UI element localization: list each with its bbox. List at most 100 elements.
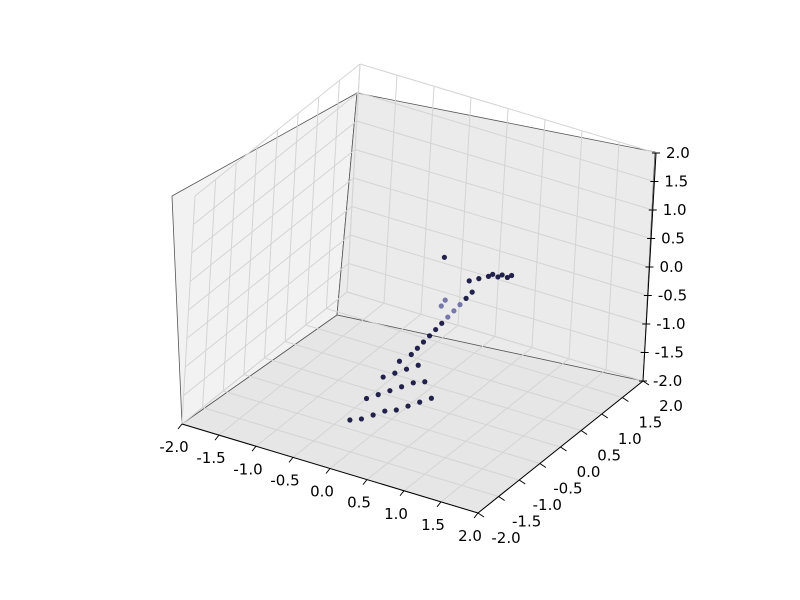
- right-pane-grid-z-0: [346, 291, 644, 382]
- left-pane-grid-z-0: [181, 291, 348, 425]
- x-tick-label-0: -2.0: [159, 438, 188, 456]
- left-pane-grid-z-2: [184, 234, 351, 368]
- x-tick-mark-7: [436, 501, 442, 508]
- z-tick-label-3: -0.5: [658, 287, 687, 305]
- floor-grid-y-2: [223, 390, 520, 481]
- x-tick-mark-3: [288, 457, 294, 463]
- grid-lines: [181, 63, 657, 514]
- z-tick-label-8: 2.0: [666, 144, 690, 162]
- floor-grid-y-6: [305, 324, 602, 415]
- y-tick-mark-5: [580, 430, 588, 435]
- scatter-point-0-17: [415, 362, 421, 368]
- z-tick-label-2: -1.0: [656, 315, 685, 333]
- y-tick-mark-7: [622, 397, 629, 402]
- scatter-point-0-5: [405, 403, 411, 409]
- scatter-point-0-24: [439, 320, 445, 326]
- scatter-point-0-30: [466, 278, 472, 284]
- z-tick-label-0: -2.0: [653, 372, 682, 390]
- scatter-point-0-23: [433, 326, 439, 333]
- left-pane-grid-z-3: [186, 206, 353, 339]
- scatter-point-0-37: [509, 272, 515, 279]
- left-pane-grid-z-6: [191, 120, 358, 254]
- x-tick-mark-5: [362, 479, 368, 485]
- z-tick-label-5: 0.5: [661, 230, 685, 248]
- x-tick-label-6: 1.0: [384, 505, 408, 523]
- scatter-point-0-3: [382, 408, 388, 414]
- floor-grid-y-7: [326, 308, 623, 398]
- y-tick-mark-2: [518, 479, 526, 485]
- scatter-point-0-33: [495, 274, 501, 280]
- y-tick-mark-8: [642, 380, 650, 386]
- y-tick-label-6: 1.0: [618, 430, 642, 448]
- scatter-point-0-11: [398, 384, 405, 390]
- left-pane-grid-z-5: [189, 149, 356, 282]
- x-tick-mark-8: [473, 512, 479, 519]
- z-tick-label-6: 1.0: [663, 201, 687, 219]
- y-tick-mark-6: [601, 413, 609, 419]
- y-tick-label-7: 1.5: [638, 414, 662, 432]
- x-tick-label-8: 2.0: [458, 527, 482, 545]
- y-tick-label-2: -1.0: [533, 496, 562, 514]
- scatter-point-0-28: [463, 295, 469, 301]
- scatter-point-0-8: [363, 395, 370, 402]
- x-tick-mark-0: [177, 423, 183, 430]
- right-pane-grid-z-6: [356, 120, 653, 211]
- scatter-point-0-15: [392, 370, 398, 376]
- left-pane-grid-z-1: [183, 263, 349, 396]
- y-tick-mark-1: [498, 496, 505, 501]
- scatter-point-0-35: [490, 271, 496, 277]
- scatter-point-0-22: [426, 333, 433, 339]
- x-tick-mark-1: [214, 434, 220, 441]
- y-tick-label-3: -0.5: [553, 480, 582, 498]
- scatter-point-0-29: [469, 289, 475, 295]
- scatter-point-0-25: [445, 314, 451, 320]
- scatter-point-0-13: [422, 379, 428, 385]
- left-pane-grid-z-8: [194, 63, 361, 197]
- scatter-point-0-14: [380, 374, 386, 380]
- scatter-point-0-39: [441, 254, 447, 260]
- scatter-point-0-9: [375, 392, 381, 398]
- floor-grid-y-3: [243, 374, 541, 464]
- x-tick-label-5: 0.5: [347, 494, 371, 512]
- scatter-point-0-38: [442, 297, 448, 303]
- tick-labels: -2.0-1.5-1.0-0.50.00.51.01.52.0 -2.0-1.5-…: [159, 144, 690, 547]
- scatter-point-0-12: [410, 380, 416, 386]
- scatter-point-0-27: [457, 302, 463, 308]
- scatter-point-0-36: [499, 272, 505, 278]
- scatter-point-0-2: [370, 412, 376, 418]
- y-tick-label-8: 2.0: [659, 397, 683, 415]
- floor-grid-y-5: [284, 341, 582, 431]
- scatter-point-0-21: [420, 339, 427, 345]
- scatter-point-0-7: [428, 395, 434, 401]
- scatter-point-0-19: [408, 351, 414, 358]
- x-tick-mark-4: [325, 468, 331, 474]
- y-tick-mark-3: [539, 463, 547, 468]
- y-tick-label-0: -2.0: [491, 529, 520, 547]
- left-pane-grid-z-4: [188, 177, 354, 311]
- scatter-point-0-10: [387, 388, 393, 394]
- y-tick-label-4: 0.0: [577, 463, 601, 481]
- scatter-point-0-32: [485, 273, 492, 279]
- right-pane-grid-z-8: [359, 63, 657, 154]
- scatter-point-0-20: [414, 345, 420, 351]
- x-tick-mark-2: [251, 445, 257, 452]
- x-tick-label-4: 0.0: [310, 483, 334, 501]
- x-tick-label-1: -1.5: [196, 449, 225, 467]
- x-tick-label-3: -0.5: [270, 471, 299, 489]
- floor-grid-y-4: [264, 357, 561, 448]
- scatter-points: [347, 254, 515, 423]
- right-pane-grid-z-3: [351, 206, 649, 296]
- x-tick-label-7: 1.5: [421, 516, 445, 534]
- right-pane-grid-z-7: [358, 92, 655, 182]
- right-pane-grid-z-5: [354, 149, 652, 239]
- y-tick-mark-4: [560, 446, 567, 452]
- z-tick-label-7: 1.5: [664, 173, 688, 191]
- x-tick-mark-6: [399, 490, 405, 497]
- scatter-point-0-0: [347, 417, 353, 423]
- y-tick-label-5: 0.5: [597, 447, 621, 465]
- scatter-point-0-6: [417, 399, 423, 405]
- scatter-point-0-31: [476, 276, 482, 282]
- right-pane-grid-z-4: [353, 177, 650, 268]
- scatter-point-0-40: [438, 303, 444, 309]
